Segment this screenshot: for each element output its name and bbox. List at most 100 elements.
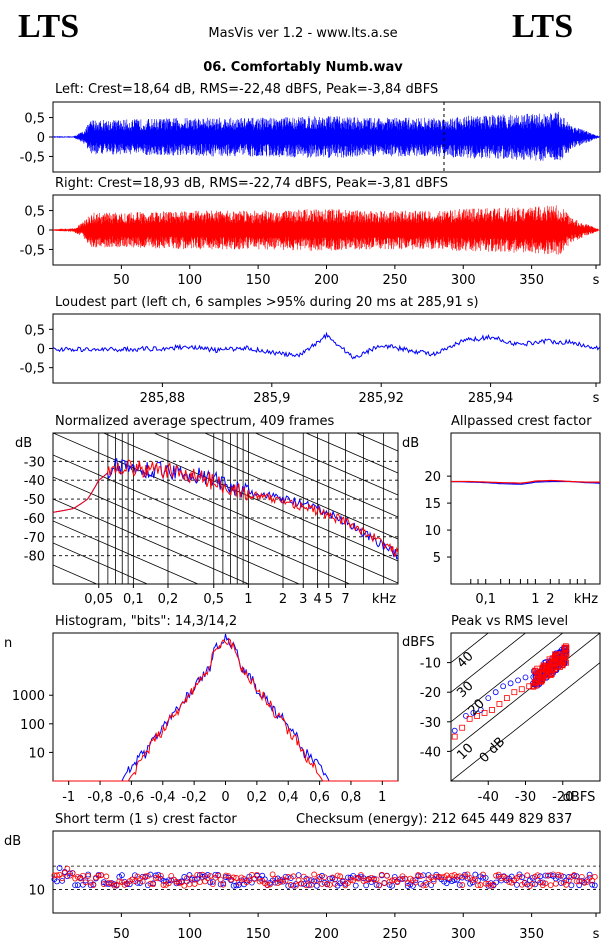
spectrum-y-tick-label-4: -70 (24, 531, 45, 546)
peak-rms-point-0-6 (500, 683, 507, 690)
short-term-point-0-504 (119, 872, 125, 879)
peak-rms-point-1-73 (538, 678, 545, 685)
short-term-point-0-3525 (532, 881, 538, 888)
short-term-point-1-1644 (274, 880, 281, 886)
short-term-point-1-3848 (576, 878, 583, 885)
peak-rms-point-0-5 (492, 689, 499, 696)
spectrum-y-tick-label-2: -50 (24, 493, 45, 508)
short-term-point-1-3411 (516, 873, 523, 880)
peak-rms-point-0-1 (462, 712, 469, 719)
short-term-point-1-3107 (474, 882, 481, 889)
y-tick-label-1-2: -0,5 (20, 243, 45, 258)
short-term-point-1-2043 (329, 874, 336, 881)
short-term-point-0-1796 (295, 872, 302, 879)
short-term-point-1-3468 (524, 872, 531, 879)
logo-left: LTS (18, 8, 80, 45)
peak-rms-line-label-1: 30 (454, 679, 476, 701)
short-term-point-1-447 (111, 882, 118, 889)
spectrum-y-tick-label-5: -80 (24, 550, 45, 565)
short-term-point-1-2670 (415, 872, 422, 878)
crest-right-line (451, 479, 600, 484)
spectrum-slope-5 (102, 433, 398, 562)
short-term-point-1-808 (160, 882, 167, 888)
crest-frame (450, 432, 601, 585)
peak-rms-x-tick-label-1: -30 (515, 790, 536, 805)
y-tick-label-0-2: -0,5 (20, 150, 45, 165)
short-term-point-0-3848 (576, 882, 583, 889)
short-term-point-1-2708 (420, 882, 427, 889)
peak-rms-y-tick-label-2: -30 (420, 716, 441, 731)
app-header: MasVis ver 1.2 - www.lts.a.se (208, 26, 398, 41)
peak-rms-point-0-0 (451, 727, 458, 734)
histogram-left-line (53, 633, 398, 782)
short-term-point-1-3088 (472, 876, 479, 883)
short-term-point-0-2461 (386, 881, 393, 888)
loudest-x-tick-label-2: 285,92 (358, 391, 404, 406)
logo-right: LTS (512, 8, 574, 45)
short-term-point-0-3924 (586, 871, 593, 878)
loudest-x-tick-label-4: s (593, 391, 600, 406)
short-term-point-1-2594 (404, 880, 411, 887)
peak-rms-point-1-6 (496, 701, 503, 707)
short-term-point-0-2214 (352, 882, 359, 889)
spectrum-ylabel: dB (15, 436, 32, 451)
waveform-trace-0 (52, 111, 601, 161)
peak-rms-point-1-71 (562, 653, 569, 660)
short-term-point-1-1606 (269, 871, 276, 878)
short-term-point-1-2347 (371, 876, 377, 883)
spectrum-x-tick-label-5: 2 (279, 592, 287, 607)
short-term-point-1-3240 (493, 872, 499, 879)
peak-rms-point-1-109 (544, 672, 551, 678)
histogram-x-tick-label-6: 0,2 (247, 790, 268, 805)
histogram-x-tick-label-10: 1 (378, 790, 386, 805)
spectrum-title: Normalized average spectrum, 409 frames (55, 414, 335, 429)
peak-rms-point-1-70 (562, 645, 569, 652)
loudest-x-tick-label-3: 285,94 (468, 391, 514, 406)
histogram-x-tick-label-1: -0,8 (87, 790, 112, 805)
short-term-point-1-2689 (417, 873, 424, 879)
spectrum-slope-7 (53, 454, 351, 584)
histogram-x-tick-label-9: 0,8 (341, 790, 362, 805)
crest-y-tick-label-1: 15 (424, 497, 441, 512)
short-term-point-1-3316 (503, 875, 510, 882)
short-term-point-1-3335 (506, 879, 512, 885)
histogram-x-tick-label-7: 0,4 (278, 790, 299, 805)
peak-rms-point-1-97 (561, 651, 568, 658)
x-tick-label-1-4: 250 (382, 273, 407, 288)
spectrum-y-tick-label-0: -30 (24, 455, 45, 470)
short-term-point-1-3506 (529, 880, 536, 887)
short-term-point-1-3905 (584, 879, 590, 885)
spectrum-x-tick-label-6: 3 (299, 592, 307, 607)
histogram-title: Histogram, "bits": 14,3/14,2 (55, 614, 238, 629)
peak-rms-diagonal-2 (451, 633, 564, 723)
loudest-y-tick-label-2: -0,5 (20, 362, 45, 377)
spectrum-x-tick-label-4: 1 (244, 592, 252, 607)
crest-x-tick-label-3: kHz (574, 592, 598, 607)
loudest-y-tick-label-1: 0 (37, 343, 45, 358)
crest-y-tick-label-3: 5 (433, 551, 441, 566)
short-term-point-1-2917 (448, 872, 455, 879)
short-term-point-1-2993 (459, 882, 466, 888)
short-term-point-0-2651 (412, 877, 419, 883)
peak-rms-point-1-35 (562, 643, 569, 650)
short-term-point-1-789 (157, 872, 164, 879)
short-term-point-0-3506 (529, 874, 536, 881)
short-term-y-tick-label-0: 10 (28, 884, 45, 899)
x-tick-label-1-7: s (593, 273, 600, 288)
short-term-point-0-1264 (222, 874, 229, 880)
file-title: 06. Comfortably Numb.wav (203, 60, 403, 75)
peak-rms-point-1-34 (539, 677, 545, 684)
short-term-point-1-3620 (545, 872, 551, 879)
loudest-trace (52, 331, 601, 360)
peak-rms-point-0-9 (522, 674, 529, 681)
peak-rms-point-1-99 (541, 663, 548, 670)
y-tick-label-1-1: 0 (37, 224, 45, 239)
short-term-point-1-3164 (482, 880, 489, 887)
short-term-point-1-3145 (480, 871, 486, 878)
histogram-x-tick-label-8: 0,6 (309, 790, 330, 805)
peak-rms-line-label-0: 40 (454, 649, 476, 671)
short-term-point-1-1435 (246, 877, 253, 884)
short-term-point-0-3582 (539, 879, 546, 886)
spectrum-slope-4 (153, 433, 398, 540)
short-term-point-1-2081 (334, 872, 341, 879)
